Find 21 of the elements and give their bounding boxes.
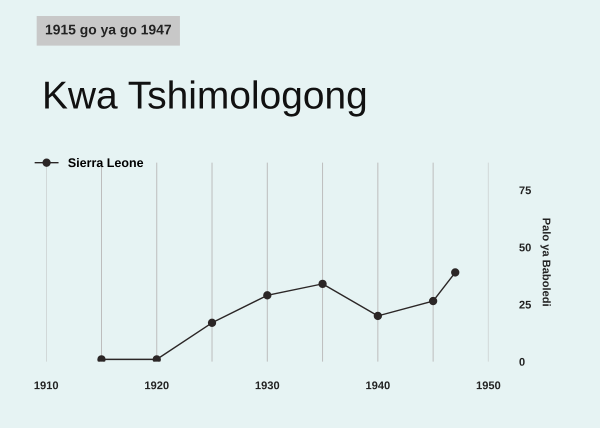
point — [428, 296, 438, 306]
x-tick-label: 1910 — [34, 381, 58, 390]
y-axis-title: Palo ya Baboledi — [540, 218, 551, 306]
point — [263, 291, 272, 300]
point — [208, 318, 216, 327]
x-tick-label: 1940 — [366, 381, 390, 390]
chart-title: Kwa Tshimologong — [45, 80, 366, 117]
point — [152, 355, 161, 362]
x-tick-label: 1930 — [256, 381, 280, 390]
y-tick-label: 0 — [519, 358, 525, 366]
point — [451, 268, 460, 277]
chart-subtitle: 1915 go ya go 1947 — [46, 24, 172, 38]
x-tick-label: 1950 — [476, 381, 500, 390]
point — [318, 280, 327, 288]
legend-label: Sierra Leone — [68, 158, 144, 168]
y-tick-label: 50 — [519, 244, 531, 252]
point — [97, 355, 106, 362]
x-tick-label: 1920 — [145, 381, 169, 390]
y-tick-label: 25 — [519, 300, 532, 309]
y-tick-label: 75 — [519, 186, 532, 194]
point — [374, 312, 382, 320]
